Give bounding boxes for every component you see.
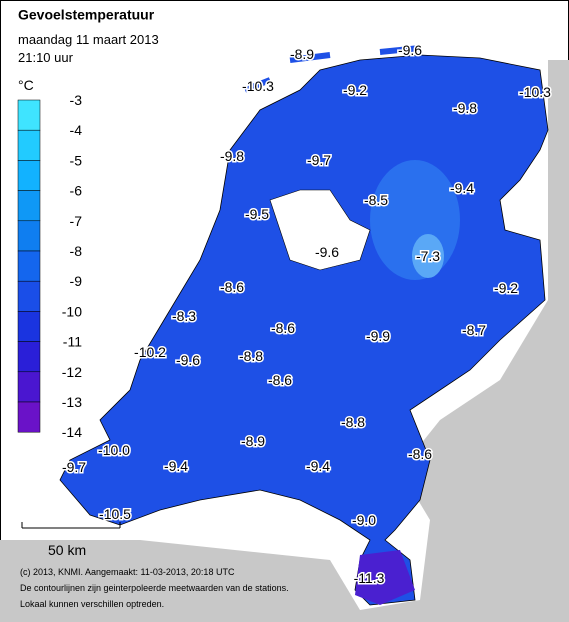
station-value: -9.4 [450,180,474,196]
station-value: -8.6 [220,279,244,295]
station-value: -8.5 [364,192,388,208]
legend-label: -4 [70,122,83,138]
station-value: -9.6 [176,352,200,368]
station-value: -10.2 [134,344,166,360]
station-value: -9.5 [245,206,269,222]
station-value: -9.6 [398,42,422,58]
legend-label: -10 [62,303,82,319]
station-value: -9.8 [220,148,244,164]
legend-label: -12 [62,364,82,380]
legend-label: -8 [70,243,83,259]
legend-swatch [17,401,41,433]
cold-south [355,550,415,605]
legend-swatch [17,311,41,342]
legend-unit: °C [18,77,34,93]
station-value: -9.2 [494,280,518,296]
station-value: -10.3 [519,84,551,100]
station-value: -10.0 [98,442,130,458]
station-value: -8.6 [268,372,292,388]
station-value: -9.4 [164,458,188,474]
legend-swatch [17,341,41,373]
station-value: -8.3 [172,308,196,324]
station-value: -9.7 [62,459,86,475]
legend-label: -14 [62,424,82,440]
station-value: -9.7 [307,152,331,168]
station-value: -9.8 [453,100,477,116]
station-value: -9.9 [366,328,390,344]
footer-line: Lokaal kunnen verschillen optreden. [20,599,164,609]
legend-label: -7 [70,213,83,229]
legend-swatch [17,129,41,161]
station-value: -8.7 [462,322,486,338]
legend-swatch [17,160,41,191]
station-value: -11.3 [354,570,385,586]
legend-label: -3 [70,92,83,108]
station-value: -10.5 [99,506,131,522]
legend-label: -9 [70,273,83,289]
legend-swatch [17,250,41,282]
station-value: -9.6 [315,244,339,260]
legend-label: -13 [62,394,82,410]
station-value: -8.9 [241,433,265,449]
legend-label: -5 [70,152,83,168]
station-value: -8.6 [271,320,295,336]
station-value: -7.3 [416,248,440,264]
station-value: -10.3 [242,78,274,94]
footer-line: (c) 2013, KNMI. Aangemaakt: 11-03-2013, … [20,567,235,577]
legend-swatch [17,99,41,131]
station-value: -8.6 [408,446,432,462]
station-value: -9.0 [352,512,376,528]
title: Gevoelstemperatuur [18,7,155,23]
legend-swatch [17,280,41,312]
neighbour-land [0,60,569,622]
footer-line: De contourlijnen zijn geinterpoleerde me… [20,583,289,593]
station-value: -9.4 [306,458,330,474]
legend-swatch [17,220,41,252]
date: maandag 11 maart 2013 [18,32,159,47]
warm-core [412,234,444,278]
wadden-islands [243,45,421,93]
legend-swatch [17,190,41,222]
station-value: -8.9 [290,46,314,62]
station-value: -8.8 [239,348,263,364]
legend-label: -11 [63,334,82,350]
scale-label: 50 km [48,542,86,558]
ijsselmeer [269,189,371,271]
station-value: -9.2 [343,82,367,98]
legend-swatch [17,371,41,403]
time: 21:10 uur [18,50,74,65]
legend-label: -6 [70,183,83,199]
station-value: -8.8 [341,414,365,430]
